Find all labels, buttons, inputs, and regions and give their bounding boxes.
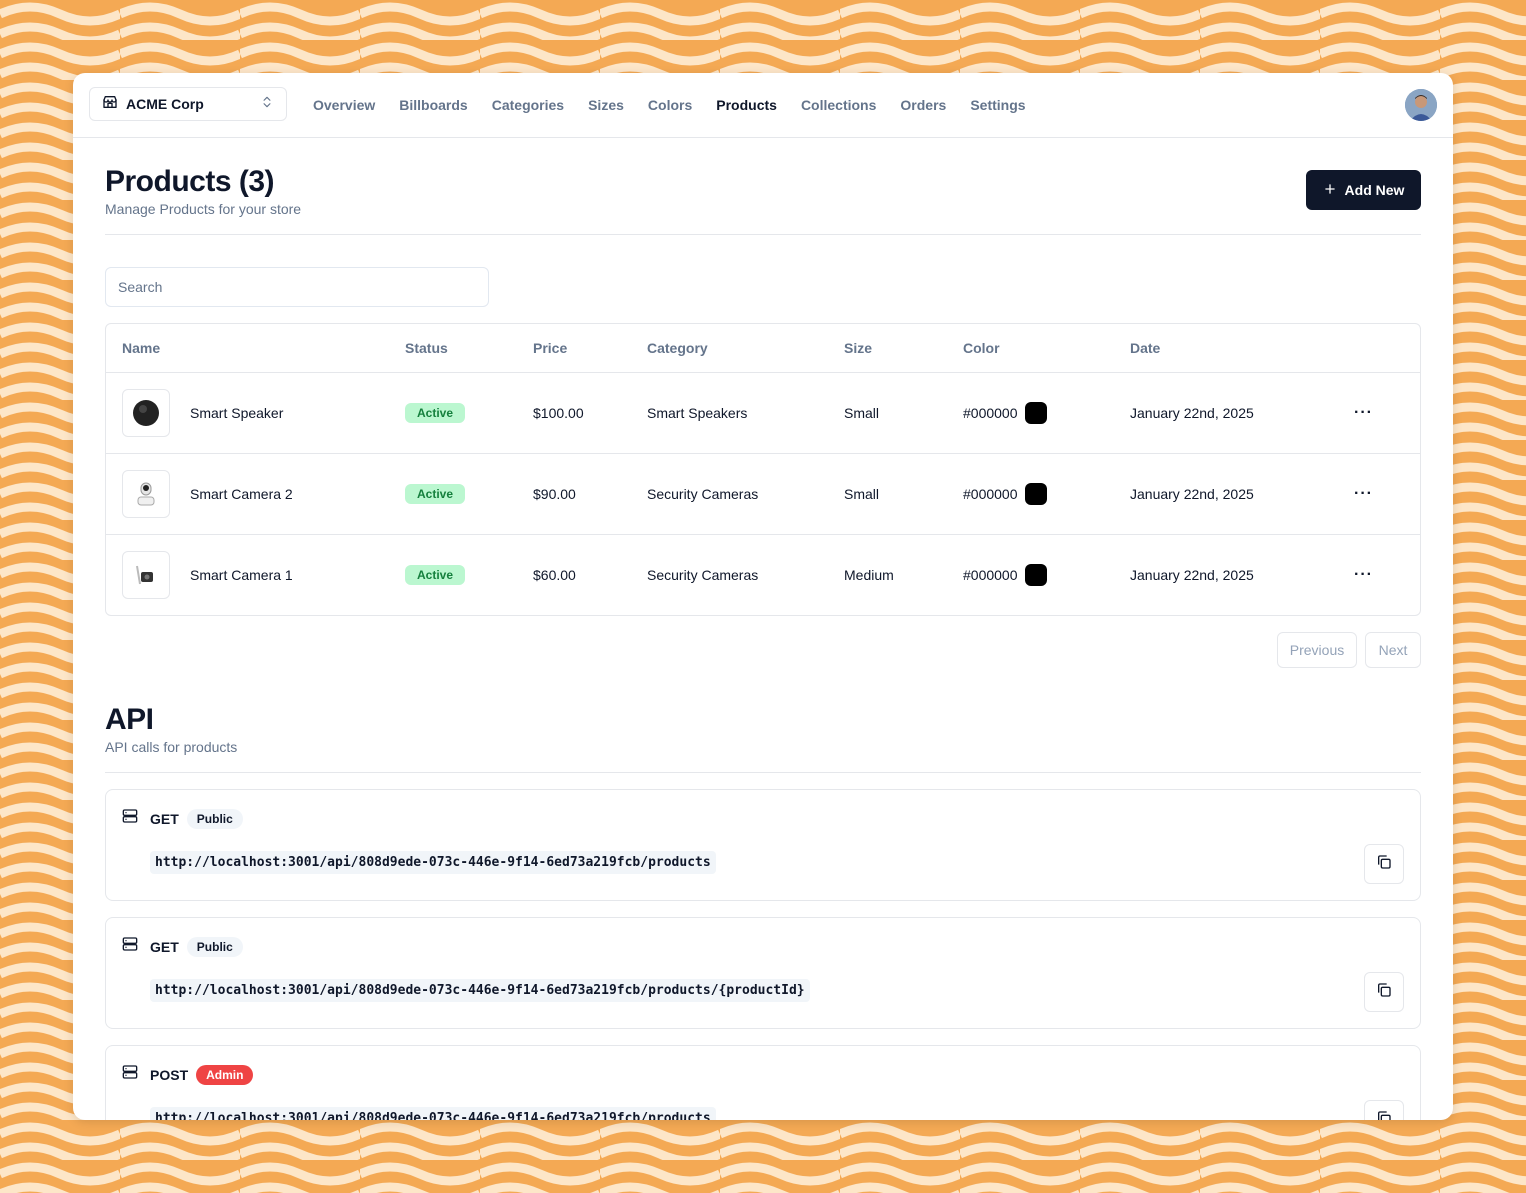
column-header-color: Color [963, 340, 1000, 356]
copy-button[interactable] [1364, 972, 1404, 1012]
color-swatch [1025, 402, 1047, 424]
status-badge: Active [405, 565, 466, 585]
product-category: Security Cameras [647, 567, 759, 583]
api-subtitle: API calls for products [105, 739, 238, 755]
nav-item-orders[interactable]: Orders [900, 97, 947, 113]
divider [105, 234, 1421, 235]
product-size: Small [844, 405, 880, 421]
nav-item-categories[interactable]: Categories [491, 97, 565, 113]
copy-icon [1376, 982, 1392, 1003]
api-call-header: GET Public [122, 808, 243, 829]
more-actions-icon[interactable]: ··· [1354, 485, 1373, 502]
access-badge: Public [186, 936, 243, 957]
server-icon [122, 808, 138, 829]
nav-item-sizes[interactable]: Sizes [588, 97, 624, 113]
camera-image [137, 482, 155, 506]
api-call-card: GET Public http://localhost:3001/api/808… [105, 789, 1421, 901]
divider [105, 772, 1421, 773]
api-call-header: GET Public [122, 936, 243, 957]
nav-item-billboards[interactable]: Billboards [399, 97, 468, 113]
product-color-code: #000000 [963, 567, 1018, 583]
store-icon [102, 94, 118, 115]
column-header-category: Category [647, 340, 708, 356]
product-size: Medium [844, 567, 894, 583]
api-method: GET [150, 810, 179, 827]
api-url: http://localhost:3001/api/808d9ede-073c-… [150, 851, 716, 874]
product-name: Smart Speaker [190, 405, 284, 421]
column-header-price: Price [533, 340, 568, 356]
api-call-header: POST Admin [122, 1064, 254, 1085]
access-badge: Admin [196, 1064, 254, 1085]
product-date: January 22nd, 2025 [1130, 567, 1254, 583]
top-navbar: ACME Corp Overview Billboards Categories… [73, 73, 1453, 138]
product-thumbnail [122, 470, 170, 518]
copy-icon [1376, 1110, 1392, 1120]
table-row[interactable]: Smart Camera 2 Active $90.00 Security Ca… [106, 454, 1420, 535]
page-title: Products (3) [105, 165, 275, 198]
api-method: GET [150, 938, 179, 955]
copy-icon [1376, 854, 1392, 875]
nav-item-settings[interactable]: Settings [970, 97, 1026, 113]
table-row[interactable]: Smart Camera 1 Active $60.00 Security Ca… [106, 535, 1420, 615]
api-call-card: POST Admin http://localhost:3001/api/808… [105, 1045, 1421, 1120]
previous-page-button[interactable]: Previous [1277, 632, 1357, 668]
copy-button[interactable] [1364, 1100, 1404, 1120]
server-icon [122, 1064, 138, 1085]
product-date: January 22nd, 2025 [1130, 405, 1254, 421]
nav-item-overview[interactable]: Overview [313, 97, 376, 113]
status-badge: Active [405, 403, 466, 423]
product-color-code: #000000 [963, 486, 1018, 502]
api-url: http://localhost:3001/api/808d9ede-073c-… [150, 1107, 716, 1120]
nav-item-products[interactable]: Products [716, 97, 777, 113]
more-actions-icon[interactable]: ··· [1354, 566, 1373, 583]
product-category: Security Cameras [647, 486, 759, 502]
page-subtitle: Manage Products for your store [105, 201, 302, 217]
color-swatch [1025, 483, 1047, 505]
product-price: $60.00 [533, 567, 576, 583]
store-name: ACME Corp [126, 96, 204, 112]
product-price: $90.00 [533, 486, 576, 502]
product-date: January 22nd, 2025 [1130, 486, 1254, 502]
product-size: Small [844, 486, 880, 502]
add-new-label: Add New [1344, 182, 1405, 198]
api-url: http://localhost:3001/api/808d9ede-073c-… [150, 979, 810, 1002]
table-header-row: Name Status Price Category Size Color Da… [106, 324, 1420, 373]
main-nav: Overview Billboards Categories Sizes Col… [313, 73, 1026, 137]
product-name: Smart Camera 1 [190, 567, 293, 583]
next-page-button[interactable]: Next [1365, 632, 1421, 668]
plus-icon [1323, 182, 1337, 199]
speaker-image [133, 400, 159, 426]
product-thumbnail [122, 389, 170, 437]
table-row[interactable]: Smart Speaker Active $100.00 Smart Speak… [106, 373, 1420, 454]
column-header-status: Status [405, 340, 448, 356]
camera-image [136, 565, 153, 585]
chevrons-up-down-icon [260, 95, 274, 114]
product-price: $100.00 [533, 405, 584, 421]
nav-item-colors[interactable]: Colors [647, 97, 693, 113]
column-header-date: Date [1130, 340, 1161, 356]
status-badge: Active [405, 484, 466, 504]
user-avatar[interactable] [1405, 89, 1437, 121]
column-header-size: Size [844, 340, 873, 356]
copy-button[interactable] [1364, 844, 1404, 884]
product-name: Smart Camera 2 [190, 486, 293, 502]
more-actions-icon[interactable]: ··· [1354, 404, 1373, 421]
app-window: ACME Corp Overview Billboards Categories… [73, 73, 1453, 1120]
search-input[interactable] [105, 267, 489, 307]
api-title: API [105, 703, 154, 736]
product-category: Smart Speakers [647, 405, 748, 421]
nav-item-collections[interactable]: Collections [800, 97, 877, 113]
server-icon [122, 936, 138, 957]
products-table: Name Status Price Category Size Color Da… [105, 323, 1421, 616]
product-thumbnail [122, 551, 170, 599]
color-swatch [1025, 564, 1047, 586]
add-new-button[interactable]: Add New [1306, 170, 1421, 210]
store-switcher[interactable]: ACME Corp [89, 87, 287, 121]
column-header-name: Name [122, 340, 161, 356]
access-badge: Public [186, 808, 243, 829]
api-call-card: GET Public http://localhost:3001/api/808… [105, 917, 1421, 1029]
product-color-code: #000000 [963, 405, 1018, 421]
api-method: POST [150, 1066, 189, 1083]
